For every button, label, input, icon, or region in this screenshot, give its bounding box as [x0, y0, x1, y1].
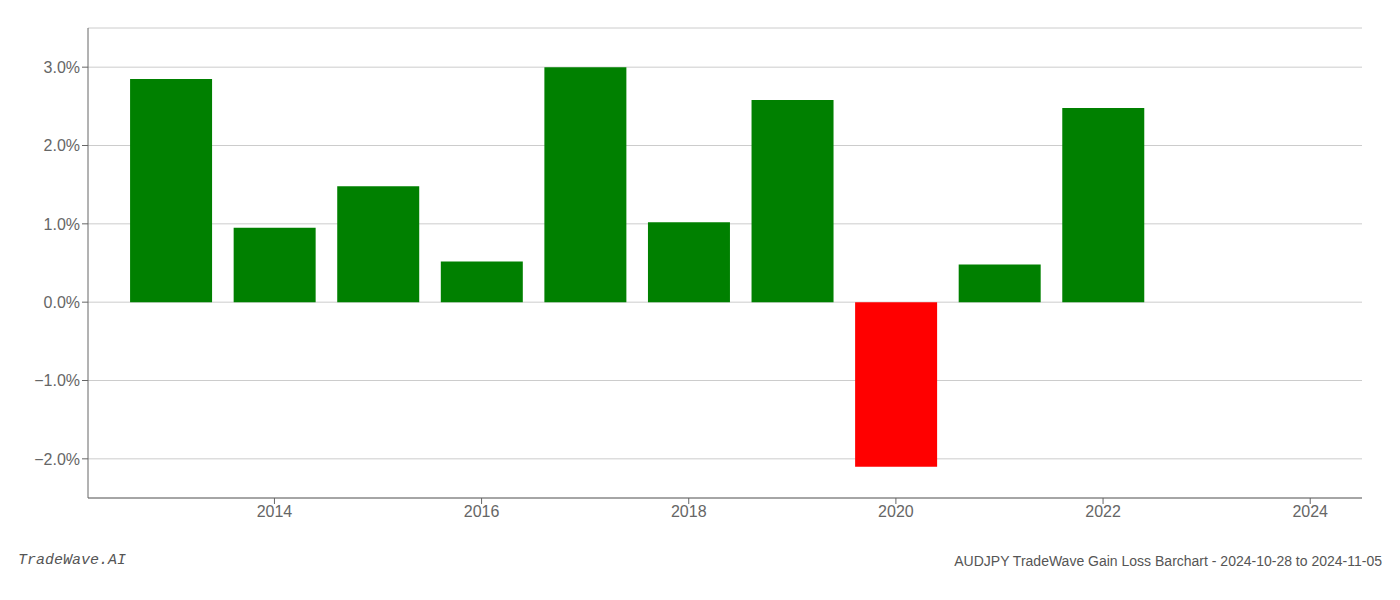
svg-text:−1.0%: −1.0%	[34, 372, 80, 389]
html-text:AUDJPY TradeWave Gain Loss Bar: AUDJPY TradeWave Gain Loss Barchart - 20…	[954, 553, 1382, 569]
svg-text:2022: 2022	[1085, 503, 1121, 520]
svg-text:3.0%: 3.0%	[44, 59, 80, 76]
html-text:TradeWave.AI: TradeWave.AI	[18, 552, 126, 569]
svg-text:2014: 2014	[257, 503, 293, 520]
svg-text:2024: 2024	[1292, 503, 1328, 520]
svg-text:−2.0%: −2.0%	[34, 451, 80, 468]
svg-text:2020: 2020	[878, 503, 914, 520]
svg-text:2.0%: 2.0%	[44, 137, 80, 154]
svg-text:1.0%: 1.0%	[44, 216, 80, 233]
svg-text:2018: 2018	[671, 503, 707, 520]
svg-text:0.0%: 0.0%	[44, 294, 80, 311]
svg-text:2016: 2016	[464, 503, 500, 520]
